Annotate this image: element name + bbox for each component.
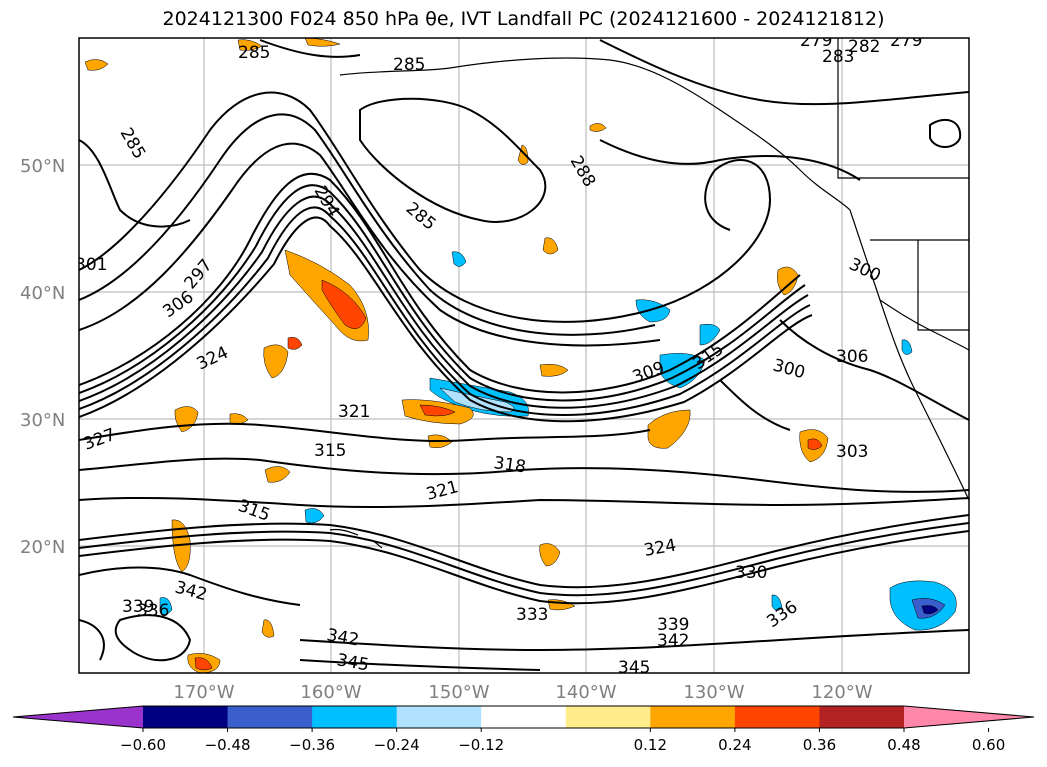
colorbar-bin xyxy=(396,706,482,728)
contour-label: 339 xyxy=(657,615,689,635)
colorbar-bin xyxy=(227,706,313,728)
colorbar-tick-label: −0.48 xyxy=(205,736,251,754)
map-title: 2024121300 F024 850 hPa θe, IVT Landfall… xyxy=(162,8,885,30)
colorbar: −0.60 −0.48 −0.36 −0.24 −0.12 0.12 0.24 0.36 0.4… xyxy=(12,705,1035,754)
colorbar-bin xyxy=(650,706,736,728)
theta-e-contours xyxy=(79,39,969,671)
lon-label: 170°W xyxy=(173,682,234,703)
lat-label: 30°N xyxy=(20,410,65,431)
colorbar-tick-label: −0.36 xyxy=(289,736,335,754)
contour-label: 285 xyxy=(238,43,270,63)
contour-label: 342 xyxy=(657,631,689,651)
contour-label: 306 xyxy=(836,347,868,367)
coastlines xyxy=(329,38,969,549)
colorbar-tick-label: 0.12 xyxy=(634,736,667,754)
lat-label: 20°N xyxy=(20,537,65,558)
colorbar-bin xyxy=(819,706,905,728)
map-frame xyxy=(78,37,970,674)
lon-label: 130°W xyxy=(683,682,744,703)
contour-label: 282 xyxy=(848,37,880,57)
contour-label: 279 xyxy=(890,31,922,51)
colorbar-bin xyxy=(481,706,567,728)
colorbar-extend-high xyxy=(904,706,1034,728)
contour-label: 283 xyxy=(822,47,854,67)
colorbar-extend-low xyxy=(13,706,143,728)
contour-label: 339 xyxy=(122,597,154,617)
colorbar-tick-label: 0.60 xyxy=(972,736,1005,754)
colorbar-bin xyxy=(565,706,651,728)
colorbar-tick-label: −0.24 xyxy=(374,736,420,754)
map-plot-area: 285 285 285 285 288 283 282 279 279 294 … xyxy=(75,31,969,678)
colorbar-tick-label: 0.36 xyxy=(803,736,836,754)
lon-label: 140°W xyxy=(555,682,616,703)
contour-label: 345 xyxy=(618,658,650,678)
colorbar-bin xyxy=(734,706,820,728)
contour-label: 315 xyxy=(314,441,346,461)
contour-label: 318 xyxy=(492,453,527,477)
contour-label: 303 xyxy=(836,442,868,462)
contour-label: 333 xyxy=(516,605,548,625)
colorbar-tick-label: −0.12 xyxy=(458,736,504,754)
colorbar-bin xyxy=(143,706,229,728)
contour-label: 336 xyxy=(137,601,169,621)
colorbar-tick-label: 0.48 xyxy=(887,736,920,754)
contour-label: 285 xyxy=(393,55,425,75)
colorbar-tick-label: 0.24 xyxy=(718,736,751,754)
colorbar-bin xyxy=(312,706,398,728)
contour-label: 345 xyxy=(335,650,370,675)
lat-label: 50°N xyxy=(20,156,65,177)
lat-label: 40°N xyxy=(20,283,65,304)
colorbar-tick-label: −0.60 xyxy=(120,736,166,754)
lon-label: 150°W xyxy=(428,682,489,703)
lon-label: 120°W xyxy=(811,682,872,703)
lon-label: 160°W xyxy=(300,682,361,703)
contour-label: 301 xyxy=(75,255,107,275)
contour-label: 330 xyxy=(735,563,767,583)
contour-label: 279 xyxy=(800,31,832,51)
contour-label: 321 xyxy=(338,402,370,422)
